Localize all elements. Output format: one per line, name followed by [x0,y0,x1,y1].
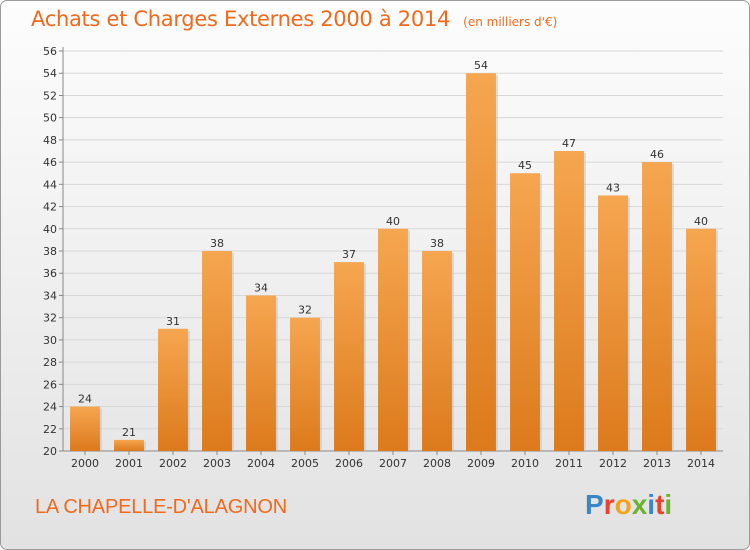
title-row: Achats et Charges Externes 2000 à 2014 (… [31,7,557,31]
y-tick-label: 38 [43,245,57,258]
logo-letter: o [614,489,632,520]
logo-letter: i [664,489,673,520]
x-tick-label: 2001 [115,457,143,470]
bar-value-label: 34 [254,281,268,294]
bar-value-label: 43 [606,181,620,194]
bar-2003 [202,251,232,451]
bar-2013 [642,162,672,451]
bar-value-label: 45 [518,159,532,172]
bar-value-label: 37 [342,248,356,261]
proxiti-logo: Proxiti [585,489,672,521]
logo-letter: r [603,489,615,520]
y-tick-label: 22 [43,423,57,436]
commune-name: LA CHAPELLE-D'ALAGNON [35,496,287,518]
bar-value-label: 54 [474,59,488,72]
bar-2014 [686,228,716,451]
bar-value-label: 24 [78,393,92,406]
y-tick-label: 30 [43,334,57,347]
x-tick-label: 2011 [555,457,583,470]
x-tick-label: 2012 [599,457,627,470]
bars [70,73,718,451]
bar-2011 [554,151,584,451]
bar-2008 [422,251,452,451]
x-tick-label: 2008 [423,457,451,470]
y-tick-label: 42 [43,201,57,214]
bar-value-label: 21 [122,426,136,439]
logo-letter: P [585,489,604,520]
labels: 20 22 24 26 28 30 32 34 36 38 40 42 44 46 48 50 52 54 56 24… [43,45,715,470]
x-tick-label: 2007 [379,457,407,470]
bar-2004 [246,295,276,451]
logo-letter: t [655,489,665,520]
bar-2001 [114,439,144,451]
y-tick-label: 46 [43,156,57,169]
bar-value-label: 38 [210,237,224,250]
x-tick-label: 2005 [291,457,319,470]
bar-2006 [334,262,364,451]
y-tick-label: 36 [43,267,57,280]
bar-2009 [466,73,496,451]
bar-value-label: 32 [298,304,312,317]
x-tick-label: 2014 [687,457,715,470]
x-tick-label: 2009 [467,457,495,470]
chart-title: Achats et Charges Externes 2000 à 2014 [31,7,451,31]
x-tick-label: 2004 [247,457,275,470]
bar-value-label: 31 [166,315,180,328]
logo-letter: x [631,489,648,520]
y-tick-label: 20 [43,445,57,458]
y-tick-label: 32 [43,312,57,325]
x-tick-label: 2002 [159,457,187,470]
bar-2010 [510,173,540,451]
x-tick-label: 2010 [511,457,539,470]
chart-subtitle: (en milliers d'€) [463,15,558,29]
bar-value-label: 40 [694,215,708,228]
x-tick-label: 2000 [71,457,99,470]
bar-value-label: 46 [650,148,664,161]
y-tick-label: 26 [43,378,57,391]
y-tick-label: 50 [43,112,57,125]
bar-value-label: 40 [386,215,400,228]
y-tick-label: 24 [43,401,57,414]
bar-value-label: 47 [562,137,576,150]
x-tick-label: 2003 [203,457,231,470]
y-tick-label: 52 [43,89,57,102]
y-tick-label: 28 [43,356,57,369]
y-tick-label: 40 [43,223,57,236]
bar-2005 [290,317,320,451]
y-tick-label: 56 [43,45,57,58]
y-tick-label: 44 [43,178,57,191]
x-tick-label: 2006 [335,457,363,470]
y-tick-label: 48 [43,134,57,147]
bar-2007 [378,228,408,451]
bar-2000 [70,406,100,451]
logo-letter: i [647,489,656,520]
bar-value-label: 38 [430,237,444,250]
x-tick-label: 2013 [643,457,671,470]
y-tick-label: 34 [43,289,57,302]
bar-2002 [158,328,188,451]
y-tick-label: 54 [43,67,57,80]
bar-2012 [598,195,628,451]
